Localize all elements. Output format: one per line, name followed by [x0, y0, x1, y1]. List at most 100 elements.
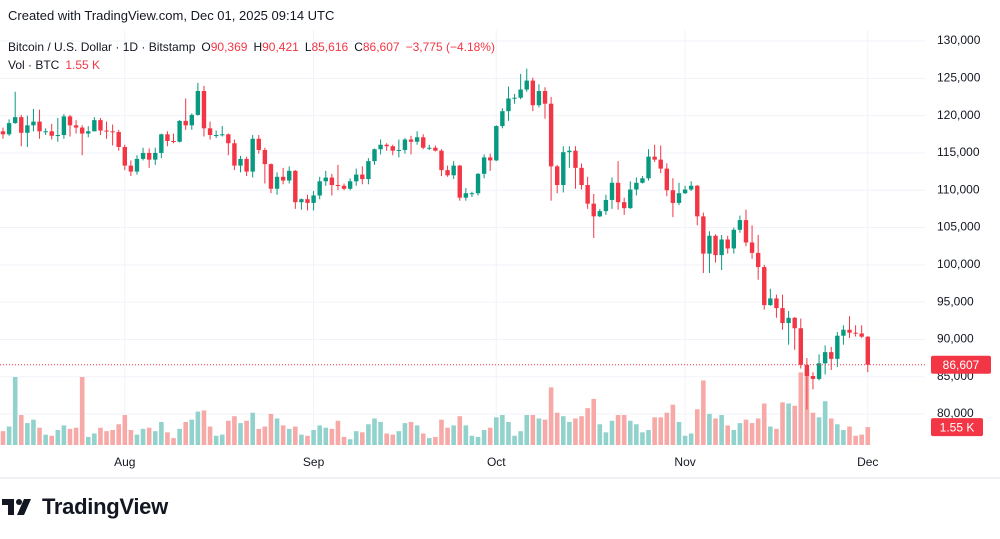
candle-body — [390, 146, 395, 151]
volume-bar — [694, 409, 700, 445]
candle-body — [201, 91, 207, 129]
volume-bar — [329, 428, 335, 445]
candle-body — [384, 144, 389, 147]
y-tick-label: 105,000 — [937, 220, 981, 234]
volume-bar — [12, 376, 18, 445]
candle-body — [762, 267, 767, 306]
legend-row: Vol · BTC 1.55 K — [8, 56, 495, 74]
candle-body — [847, 329, 852, 333]
x-tick-label: Nov — [674, 455, 695, 469]
volume-bar — [652, 417, 657, 445]
volume-bar — [506, 421, 511, 445]
candle-body — [707, 235, 712, 254]
candle-body — [664, 168, 670, 191]
brand: TradingView — [0, 494, 168, 520]
candle-body — [682, 189, 688, 194]
candle-body — [621, 202, 627, 209]
volume-bar — [603, 432, 609, 445]
volume-bar — [865, 427, 871, 445]
candle-body — [128, 165, 134, 172]
candle-body — [646, 156, 651, 179]
ohlc-value: 85,616 — [311, 40, 349, 54]
volume-bar — [761, 403, 767, 445]
candle-body — [274, 176, 280, 189]
volume-bar — [822, 401, 828, 445]
candle-body — [457, 165, 462, 198]
volume-bar — [828, 418, 834, 445]
candle-body — [396, 149, 402, 151]
header-text: Created with TradingView.com, Dec 01, 20… — [8, 8, 335, 23]
volume-bar — [25, 423, 30, 445]
candle-body — [61, 116, 67, 136]
volume-bar — [749, 423, 755, 445]
volume-bar — [530, 415, 536, 445]
candle-body — [585, 185, 590, 204]
candle-body — [171, 141, 176, 143]
volume-bar — [213, 435, 219, 445]
volume-bar — [548, 387, 554, 445]
volume-bar — [567, 421, 572, 445]
candle-body — [317, 181, 322, 196]
candle-body — [293, 170, 298, 203]
volume-bar — [554, 412, 560, 445]
volume-value-box — [931, 418, 983, 437]
volume-bar — [360, 432, 365, 445]
candle-body — [591, 203, 596, 217]
candle-body — [280, 176, 286, 181]
candle-body — [134, 158, 140, 172]
candle-body — [287, 170, 292, 181]
ohlc-value: 90,369 — [210, 40, 248, 54]
volume-bar — [560, 416, 566, 445]
y-tick-label: 80,000 — [937, 406, 974, 420]
candle-body — [268, 164, 274, 189]
volume-bar — [6, 426, 12, 445]
candle-body — [433, 147, 438, 151]
volume-bar — [658, 417, 664, 445]
candle-body — [165, 134, 170, 142]
volume-bar — [280, 425, 286, 445]
candle-body — [676, 193, 682, 203]
candle-body — [451, 165, 456, 176]
volume-bar — [597, 424, 603, 445]
volume-bar — [493, 417, 499, 445]
volume-bar — [165, 432, 170, 445]
candle-body — [439, 150, 444, 171]
candle-body — [719, 239, 724, 256]
candle-body — [603, 199, 609, 212]
candle-body — [786, 317, 791, 324]
candle-body — [554, 166, 560, 186]
volume-bar — [585, 408, 590, 445]
volume-bar — [402, 423, 408, 445]
volume-bar — [780, 402, 785, 445]
candle-body — [19, 117, 24, 133]
volume-bar — [731, 430, 737, 445]
candle-body — [536, 91, 542, 106]
volume-bar — [384, 433, 389, 445]
volume-bar — [238, 423, 243, 445]
volume-bar — [621, 415, 627, 445]
y-tick-label: 125,000 — [937, 71, 981, 85]
x-tick-label: Oct — [487, 455, 506, 469]
candle-body — [195, 91, 201, 115]
candle-body — [713, 235, 718, 256]
candle-body — [695, 185, 700, 217]
candle-body — [67, 116, 73, 126]
candle-body — [311, 195, 316, 203]
candle-body — [561, 152, 566, 186]
volume-bar — [104, 431, 109, 445]
volume-bar — [792, 405, 797, 445]
volume-bar — [159, 421, 164, 445]
volume-bar — [481, 430, 487, 445]
candle-body — [305, 199, 310, 203]
volume-bar — [469, 435, 475, 445]
candle-body — [749, 242, 755, 253]
candle-body — [49, 131, 54, 136]
volume-bar — [433, 436, 438, 445]
volume-bar — [98, 427, 103, 445]
candle-body — [494, 126, 499, 161]
candle-body — [421, 137, 426, 148]
ohlc-prefix: H — [253, 40, 263, 54]
volume-bar — [719, 415, 724, 445]
